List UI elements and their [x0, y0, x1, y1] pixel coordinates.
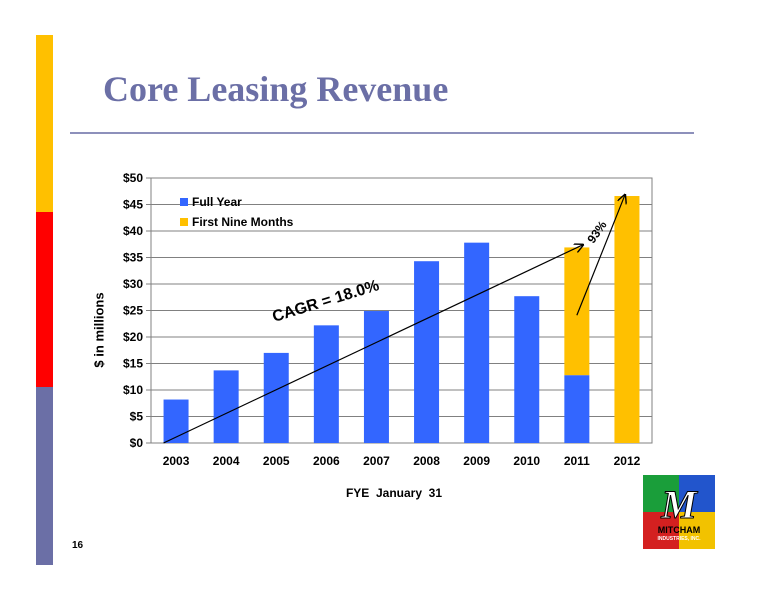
logo-company-name: MITCHAM	[657, 525, 701, 535]
legend-label-first-nine-months: First Nine Months	[192, 215, 294, 229]
legend-swatch-full-year	[180, 198, 188, 206]
y-axis-title: $ in millions	[91, 292, 107, 368]
y-tick-label: $15	[123, 357, 143, 371]
legend-swatch-first-nine-months	[180, 218, 188, 226]
title-divider	[70, 132, 694, 134]
slide-title: Core Leasing Revenue	[103, 69, 449, 109]
x-axis-title: FYE January 31	[345, 486, 443, 500]
bar-full-year-2008	[414, 261, 440, 443]
x-tick-label: 2004	[213, 454, 240, 468]
y-tick-label: $30	[123, 277, 143, 291]
logo-quadrant-green	[643, 475, 679, 512]
logo-letter-m: M	[661, 482, 698, 528]
x-tick-label: 2007	[363, 454, 390, 468]
bar-full-year-2006	[313, 325, 339, 443]
x-tick-label: 2008	[413, 454, 440, 468]
chart-legend: Full Year First Nine Months	[180, 195, 293, 235]
y-tick-label: $0	[130, 436, 144, 450]
bar-full-year-2003	[163, 399, 189, 443]
page-number: 16	[72, 540, 84, 551]
logo-quadrant-red	[643, 512, 679, 549]
logo-quadrant-blue	[679, 475, 715, 512]
x-tick-label: 2003	[163, 454, 190, 468]
bar-full-year-2007	[363, 311, 389, 443]
bar-full-year-2010	[514, 296, 540, 443]
cagr-arrow	[163, 245, 583, 444]
x-tick-label: 2012	[614, 454, 641, 468]
legend-item-first-nine-months: First Nine Months	[180, 215, 293, 229]
legend-label-full-year: Full Year	[192, 195, 242, 209]
x-tick-label: 2005	[263, 454, 290, 468]
bar-first-nine-months-2011	[564, 247, 590, 376]
x-tick-label: 2010	[513, 454, 540, 468]
x-tick-label: 2009	[463, 454, 490, 468]
legend-item-full-year: Full Year	[180, 195, 293, 209]
accent-band-purple	[36, 387, 53, 565]
x-tick-label: 2011	[564, 454, 590, 468]
accent-band-yellow	[36, 35, 53, 212]
logo-company-subtitle: INDUSTRIES, INC.	[657, 536, 701, 542]
y-tick-label: $25	[123, 304, 143, 318]
accent-band-red	[36, 212, 53, 387]
y-tick-label: $50	[123, 171, 143, 185]
bar-full-year-2004	[213, 370, 239, 443]
y-tick-label: $20	[123, 330, 143, 344]
bar-first-nine-months-2012	[614, 196, 640, 443]
y-tick-label: $40	[123, 224, 143, 238]
bar-full-year-2005	[263, 352, 289, 443]
mitcham-logo: M MITCHAM INDUSTRIES, INC.	[643, 475, 715, 550]
bar-full-year-2011	[564, 375, 590, 443]
y-tick-label: $10	[123, 383, 143, 397]
y-tick-label: $35	[123, 251, 143, 265]
logo-quadrant-yellow	[679, 512, 715, 549]
bar-full-year-2009	[464, 242, 490, 443]
growth-arrow	[576, 195, 625, 316]
y-tick-label: $5	[130, 410, 144, 424]
y-tick-label: $45	[123, 198, 143, 212]
x-tick-label: 2006	[313, 454, 340, 468]
